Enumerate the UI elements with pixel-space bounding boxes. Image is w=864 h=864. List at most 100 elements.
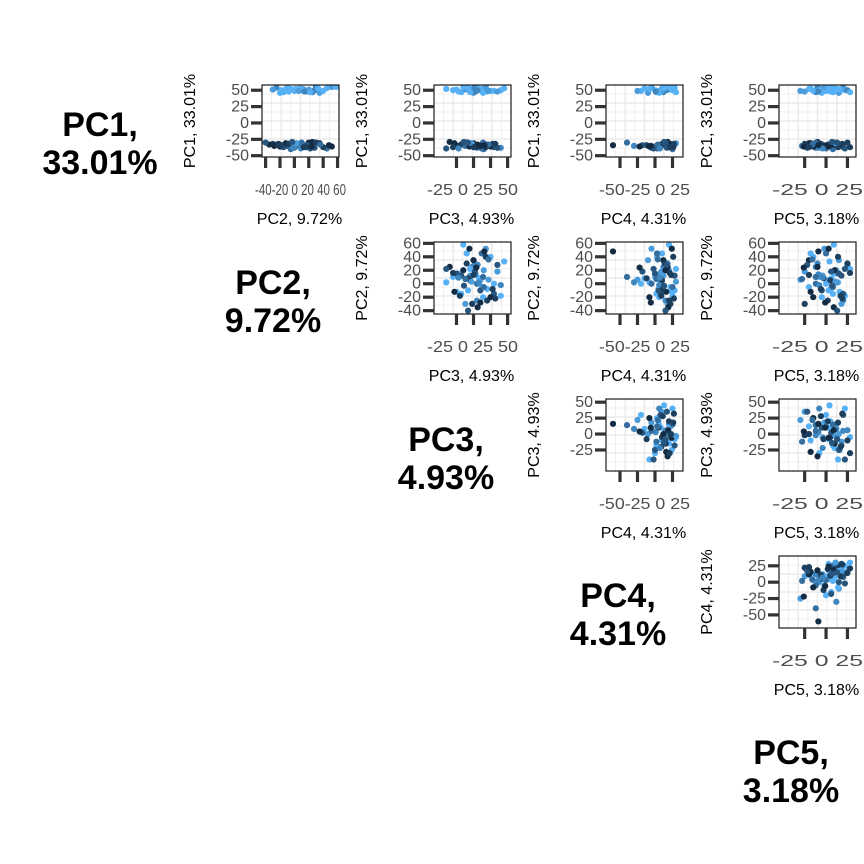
data-point [814,567,821,574]
data-point [656,405,663,412]
data-point [466,245,473,252]
data-point [485,256,492,263]
data-point [801,300,808,308]
data-point [804,408,811,415]
data-point [834,456,842,463]
panel-pc4-vs-pc5-y-axis-title: PC4, 4.31% [699,549,716,634]
panel-pc4-vs-pc5-points [797,559,854,625]
data-point [468,278,475,285]
data-point [489,286,496,293]
data-point [473,264,480,271]
data-point [443,85,450,93]
data-point [828,268,835,275]
data-point [829,290,837,297]
data-point [643,275,650,282]
data-point [814,453,821,460]
data-point [839,295,846,302]
data-point [637,280,645,287]
data-point [658,292,665,299]
data-point [841,265,848,273]
panel-pc1-vs-pc5-y-axis-title: PC1, 33.01% [699,74,716,168]
panel-pc2-vs-pc5-y-tick-label: 60 [748,235,766,252]
data-point [834,307,841,314]
data-point [839,140,846,148]
panel-pc2-vs-pc4-x-axis-title: PC4, 4.31% [601,368,686,385]
panel-pc1-vs-pc5-y-tick-label: -25 [743,131,766,148]
panel-pc1-vs-pc5-y-tick-label: 0 [757,115,766,132]
data-point [827,277,834,284]
data-point [820,436,827,443]
data-point [807,448,814,455]
panel-pc1-vs-pc3-y-tick-label: -25 [398,131,421,148]
data-point [609,142,617,149]
data-point [474,304,481,311]
panel-pc1-vs-pc2-y-tick-label: -25 [226,131,249,148]
data-point [841,456,848,463]
data-point [648,245,655,252]
data-point [656,281,663,289]
panel-pc4-vs-pc5-border [778,555,857,629]
data-point [828,138,836,146]
panel-pc1-vs-pc4-x-axis-title: PC4, 4.31% [601,211,686,228]
data-point [453,86,460,93]
panel-pc2-vs-pc4-y-tick-label: 20 [575,262,593,279]
data-point [844,569,851,577]
data-point [841,145,848,152]
diagonal-label-pc1-line2: 33.01% [42,144,158,182]
data-point [839,561,846,568]
diagonal-label-pc3-line1: PC3, [408,421,484,459]
diagonal-label-pc4-line2: 4.31% [569,615,667,653]
data-point [479,294,487,301]
panel-pc2-vs-pc3-x-tick-labels: -25 0 25 50 [427,339,518,356]
data-point [643,436,650,443]
data-point [492,140,499,148]
data-point [317,141,324,148]
data-point [654,423,661,430]
data-point [656,145,664,152]
panel-pc1-vs-pc5-y-tick-label: 25 [748,99,766,116]
panel-pc1-vs-pc3-x-axis-title: PC3, 4.93% [429,211,514,228]
data-point [623,422,631,429]
diagonal-label-pc4-line1: PC4, [580,577,656,615]
data-point [630,279,638,286]
data-point [651,446,659,454]
data-point [460,267,467,274]
panel-pc3-vs-pc4-y-axis-title: PC3, 4.93% [526,392,543,477]
data-point [668,245,675,252]
data-point [834,253,842,260]
panel-pc1-vs-pc4-points [609,85,680,153]
data-point [670,419,677,426]
data-point [609,420,617,427]
data-point [650,265,657,273]
data-point [822,592,830,599]
data-point [835,579,842,586]
data-point [661,402,668,409]
data-point [824,418,831,425]
data-point [641,85,648,92]
data-point [449,144,457,151]
data-point [838,272,845,279]
data-point [485,276,492,283]
panel-pc1-vs-pc2-y-tick-label: 50 [231,82,249,99]
data-point [636,428,643,435]
data-point [809,256,816,263]
data-point [663,261,671,268]
panel-pc3-vs-pc4-y-tick-label: 50 [575,394,593,411]
data-point [830,427,837,434]
data-point [841,405,848,412]
diagonal-label-pc2-line1: PC2, [235,264,311,302]
data-point [648,280,655,287]
data-point [800,428,807,435]
panel-pc1-vs-pc4-y-tick-label: -25 [570,131,593,148]
data-point [487,294,494,301]
data-point [654,416,661,424]
panel-pc2-vs-pc3-y-tick-label: 20 [403,262,421,279]
data-point [669,283,676,291]
data-point [650,456,657,463]
data-point [661,282,668,289]
